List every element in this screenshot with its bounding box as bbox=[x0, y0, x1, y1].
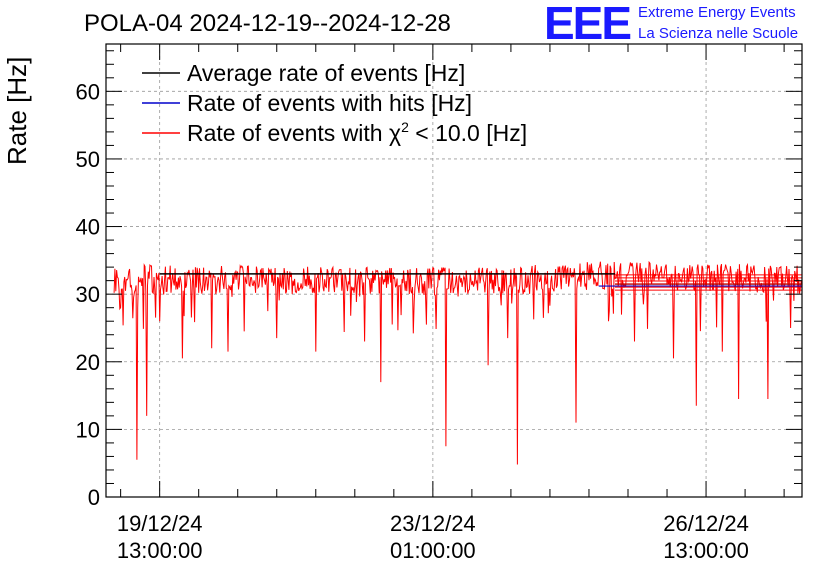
legend-entry-label: Rate of events with hits [Hz] bbox=[187, 90, 472, 116]
x-tick-label-time: 13:00:00 bbox=[663, 538, 749, 563]
y-tick-label: 0 bbox=[88, 485, 100, 510]
logo-caption-line1: Extreme Energy Events bbox=[638, 4, 796, 21]
x-tick-label-date: 26/12/24 bbox=[663, 511, 749, 536]
logo-caption-line2: La Scienza nelle Scuole bbox=[638, 25, 799, 42]
y-tick-label: 30 bbox=[76, 282, 100, 307]
y-tick-label: 60 bbox=[76, 79, 100, 104]
series-chi2-rate-line bbox=[113, 260, 803, 465]
y-axis-label: Rate [Hz] bbox=[2, 56, 32, 165]
y-tick-label: 20 bbox=[76, 350, 100, 375]
data-series bbox=[113, 260, 803, 465]
grid-lines bbox=[106, 44, 802, 497]
legend: Average rate of events [Hz] Rate of event… bbox=[142, 60, 527, 146]
x-tick-label-time: 13:00:00 bbox=[117, 538, 203, 563]
eee-logo: EEE bbox=[544, 0, 632, 49]
y-tick-label: 40 bbox=[76, 215, 100, 240]
x-tick-label-time: 01:00:00 bbox=[390, 538, 476, 563]
x-tick-label-date: 19/12/24 bbox=[117, 511, 203, 536]
chart-title: POLA-04 2024-12-19--2024-12-28 bbox=[84, 10, 451, 37]
axis-ticks bbox=[106, 44, 802, 498]
x-tick-label-date: 23/12/24 bbox=[390, 511, 476, 536]
y-tick-label: 10 bbox=[76, 417, 100, 442]
plot-frame bbox=[105, 43, 803, 498]
y-tick-label: 50 bbox=[76, 147, 100, 172]
legend-entry-label: Average rate of events [Hz] bbox=[187, 60, 465, 86]
axis-tick-labels: 010203040506019/12/2413:00:0023/12/2401:… bbox=[76, 79, 749, 563]
legend-entry-label: Rate of events with χ2 < 10.0 [Hz] bbox=[187, 119, 527, 146]
